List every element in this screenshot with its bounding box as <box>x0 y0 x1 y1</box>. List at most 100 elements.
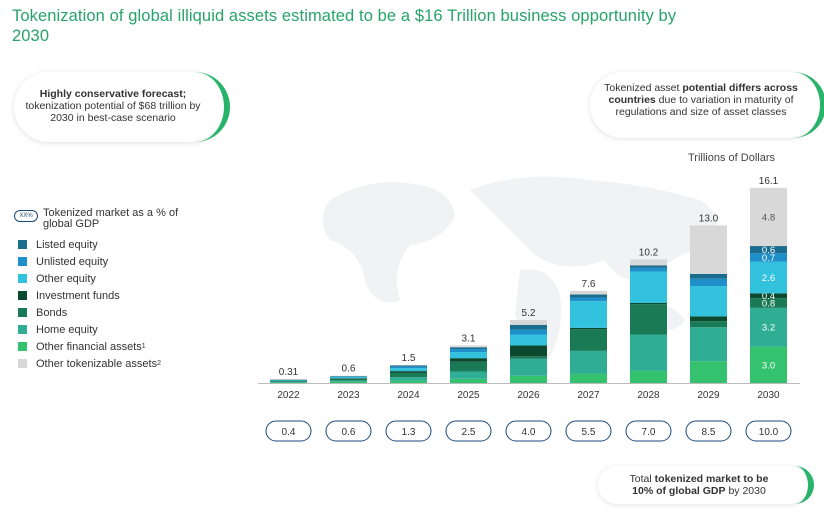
legend-label: Listed equity <box>36 238 98 251</box>
bar-segment <box>570 329 607 351</box>
x-tick-label: 2027 <box>577 390 600 401</box>
segment-value-label: 2.6 <box>762 273 775 284</box>
total-value-label: 1.5 <box>402 353 416 364</box>
bar-segment <box>330 380 367 382</box>
bar-segment <box>390 365 427 367</box>
callout-bold-text: potential differs across countries <box>608 82 798 106</box>
bar-segment <box>630 303 667 305</box>
callout-ring <box>770 72 824 138</box>
bar-segment <box>690 273 727 279</box>
bar-segment <box>750 246 787 254</box>
gdp-pct-label: 4.0 <box>522 427 536 438</box>
bar-segment <box>270 380 307 382</box>
x-tick-label: 2025 <box>457 390 480 401</box>
legend-label: Unlisted equity <box>36 255 109 268</box>
callout-text: Total <box>629 473 655 485</box>
legend-item: Investment funds <box>14 287 193 304</box>
bar-segment <box>750 307 787 347</box>
bar-segment <box>450 371 487 379</box>
segment-value-label: 3.2 <box>762 323 775 334</box>
gdp-pill <box>565 420 612 442</box>
gdp-pct-label: 0.4 <box>282 427 296 438</box>
legend-item: Unlisted equity <box>14 253 193 270</box>
unit-label: Trillions of Dollars <box>688 152 776 164</box>
bar-segment <box>510 358 547 376</box>
x-tick-label: 2030 <box>757 390 780 401</box>
bar-segment <box>690 278 727 287</box>
gdp-pct-label: 8.5 <box>702 427 716 438</box>
bar-segment <box>570 350 607 374</box>
gdp-pill <box>445 420 492 442</box>
legend-label: Home equity <box>36 323 98 336</box>
x-tick-label: 2023 <box>337 390 360 401</box>
total-value-label: 3.1 <box>462 333 476 344</box>
bar-segment <box>390 364 427 366</box>
bar-segment <box>330 381 367 383</box>
legend-item: Bonds <box>14 304 193 321</box>
callout-ring <box>778 466 814 504</box>
bar-segment <box>390 377 427 381</box>
legend-label: Investment funds <box>36 289 120 302</box>
legend-swatch <box>18 274 27 283</box>
gdp-pill <box>505 420 552 442</box>
segment-value-label: 0.8 <box>762 299 775 310</box>
bar-segment <box>690 225 727 274</box>
bar-segment <box>510 324 547 330</box>
bar-segment <box>450 358 487 362</box>
legend-item: Home equity <box>14 321 193 338</box>
potential-callout: Tokenized asset potential differs across… <box>590 72 824 138</box>
bar-segment <box>450 378 487 383</box>
legend-label: Other financial assets <box>36 340 142 353</box>
bar-segment <box>330 375 367 377</box>
callout-text: due to variation in maturity of regulati… <box>615 94 794 118</box>
gdp-pill <box>625 420 672 442</box>
bar-segment <box>330 376 367 377</box>
bar-segment <box>630 265 667 268</box>
gdp-chip-icon: XX% <box>14 210 38 222</box>
bar-segment <box>450 361 487 372</box>
bar-segment <box>510 329 547 335</box>
x-tick-label: 2022 <box>277 390 300 401</box>
total-value-label: 10.2 <box>639 247 659 258</box>
bar-segment <box>390 366 427 369</box>
legend-gdp-item: XX% Tokenized market as a % of global GD… <box>14 208 193 230</box>
bar-segment <box>270 380 307 382</box>
legend-swatch <box>18 257 27 266</box>
bar-segment <box>510 345 547 357</box>
callout-bold-text: Highly conservative forecast; <box>39 88 187 100</box>
bar-segment <box>390 371 427 373</box>
bar-segment <box>690 316 727 322</box>
legend-label: Other tokenizable assets <box>36 357 158 370</box>
legend-swatch <box>18 325 27 334</box>
bar-segment <box>270 379 307 381</box>
gdp-pct-label: 1.3 <box>402 427 416 438</box>
bar-segment <box>630 259 667 266</box>
legend-gdp-label: Tokenized market as a % of global GDP <box>43 207 179 230</box>
bar-segment <box>450 352 487 359</box>
bar-segment <box>510 356 547 359</box>
gdp-pill <box>385 420 432 442</box>
bar-segment <box>270 379 307 380</box>
chart-legend: XX% Tokenized market as a % of global GD… <box>14 208 193 372</box>
bar-segment <box>330 376 367 379</box>
callout-text: by 2030 <box>725 485 766 497</box>
bar-segment <box>630 267 667 272</box>
legend-label: Bonds <box>36 306 68 319</box>
bar-segment <box>750 298 787 308</box>
segment-value-label: 0.7 <box>762 253 775 264</box>
legend-item: Other equity <box>14 270 193 287</box>
bar-segment <box>690 327 727 362</box>
bar-segment <box>450 347 487 350</box>
segment-value-label: 3.0 <box>762 360 775 371</box>
total-value-label: 5.2 <box>522 308 536 319</box>
callout-text: Tokenized asset <box>604 82 683 94</box>
legend-swatch <box>18 240 27 249</box>
bar-segment <box>270 381 307 383</box>
gdp-pill <box>265 420 312 442</box>
gdp-pill <box>685 420 732 442</box>
bar-segment <box>750 346 787 383</box>
gdp-pct-label: 5.5 <box>582 427 596 438</box>
legend-label: Other equity <box>36 272 96 285</box>
bar-segment <box>570 301 607 328</box>
callout-text: tokenization potential of $68 trillion b… <box>25 100 201 124</box>
